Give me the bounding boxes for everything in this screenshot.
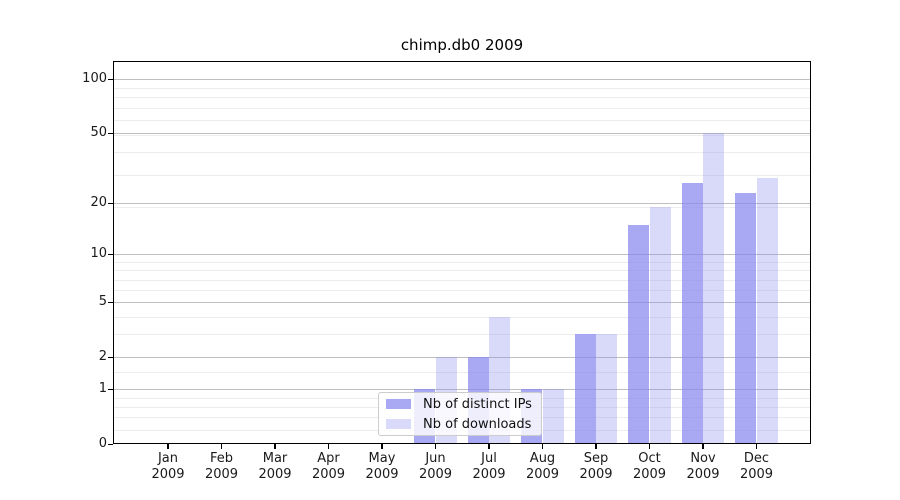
y-tick-mark — [108, 253, 113, 256]
major-gridline — [113, 302, 811, 304]
minor-gridline — [113, 371, 811, 373]
x-tick-label: Nov 2009 — [686, 451, 720, 482]
y-tick-label: 5 — [98, 294, 107, 310]
x-tick-label: Jun 2009 — [418, 451, 453, 482]
x-tick-label: Jan 2009 — [151, 451, 185, 482]
x-tick-mark — [167, 444, 169, 449]
bar-distinct-ips — [628, 224, 650, 444]
y-tick-label: 50 — [90, 125, 107, 141]
legend-row-downloads: Nb of downloads — [386, 417, 541, 432]
x-tick-label: Dec 2009 — [739, 451, 774, 482]
minor-gridline — [113, 97, 811, 99]
x-tick-mark — [648, 444, 651, 449]
x-tick-mark — [220, 444, 223, 449]
x-tick-mark — [488, 444, 490, 449]
major-gridline — [113, 203, 811, 205]
x-tick-label: Jul 2009 — [472, 451, 506, 482]
x-tick-label: Feb 2009 — [204, 451, 239, 482]
x-tick-mark — [595, 444, 597, 449]
y-tick-label: 2 — [98, 349, 107, 365]
y-tick-mark — [108, 202, 113, 205]
bar-downloads — [756, 177, 778, 444]
chart-title: chimp.db0 2009 — [400, 36, 524, 54]
x-tick-mark — [702, 444, 704, 449]
legend-row-distinct-ips: Nb of distinct IPs — [386, 397, 541, 412]
x-tick-label: Sep 2009 — [579, 451, 613, 482]
bar-downloads — [703, 133, 725, 444]
minor-gridline — [113, 290, 811, 292]
x-tick-mark — [434, 444, 437, 449]
y-tick-mark — [108, 132, 113, 135]
bar-distinct-ips — [735, 192, 757, 444]
x-tick-mark — [274, 444, 276, 449]
major-gridline — [113, 389, 811, 391]
legend-swatch-downloads-icon — [386, 419, 411, 429]
x-tick-label: Mar 2009 — [258, 451, 292, 482]
minor-gridline — [113, 88, 811, 90]
minor-gridline — [113, 270, 811, 272]
legend: Nb of distinct IPs Nb of downloads — [378, 392, 542, 436]
legend-swatch-distinct-ips-icon — [386, 399, 411, 409]
bar-distinct-ips — [574, 334, 596, 444]
minor-gridline — [113, 261, 811, 263]
y-tick-mark — [108, 78, 113, 80]
x-tick-mark — [327, 444, 330, 449]
y-tick-mark — [108, 301, 113, 304]
major-gridline — [113, 357, 811, 359]
x-tick-mark — [755, 444, 758, 449]
major-gridline — [113, 79, 811, 80]
major-gridline — [113, 133, 811, 135]
minor-gridline — [113, 120, 811, 122]
legend-label-downloads: Nb of downloads — [423, 416, 532, 432]
x-tick-label: May 2009 — [365, 451, 399, 482]
x-tick-label: Apr 2009 — [311, 451, 346, 482]
x-tick-label: Aug 2009 — [525, 451, 560, 482]
minor-gridline — [113, 316, 811, 318]
y-tick-mark — [108, 443, 113, 445]
y-tick-mark — [108, 388, 113, 391]
y-tick-label: 20 — [90, 195, 107, 211]
y-tick-mark — [108, 356, 113, 359]
minor-gridline — [113, 334, 811, 336]
major-gridline — [113, 254, 811, 256]
minor-gridline — [113, 108, 811, 109]
bar-downloads — [596, 334, 618, 444]
plot-area — [113, 61, 811, 444]
x-tick-mark — [541, 444, 544, 449]
minor-gridline — [113, 175, 811, 177]
y-tick-label: 100 — [82, 71, 107, 86]
y-tick-label: 1 — [98, 381, 107, 397]
y-tick-label: 10 — [90, 246, 107, 262]
minor-gridline — [113, 207, 811, 209]
x-tick-mark — [381, 444, 383, 449]
minor-gridline — [113, 152, 811, 154]
bar-downloads — [649, 207, 671, 444]
y-tick-label: 0 — [98, 436, 107, 451]
x-tick-label: Oct 2009 — [632, 451, 667, 482]
legend-label-distinct-ips: Nb of distinct IPs — [423, 396, 532, 412]
minor-gridline — [113, 134, 811, 136]
bar-distinct-ips — [681, 183, 703, 444]
bar-downloads — [542, 389, 564, 444]
minor-gridline — [113, 279, 811, 281]
